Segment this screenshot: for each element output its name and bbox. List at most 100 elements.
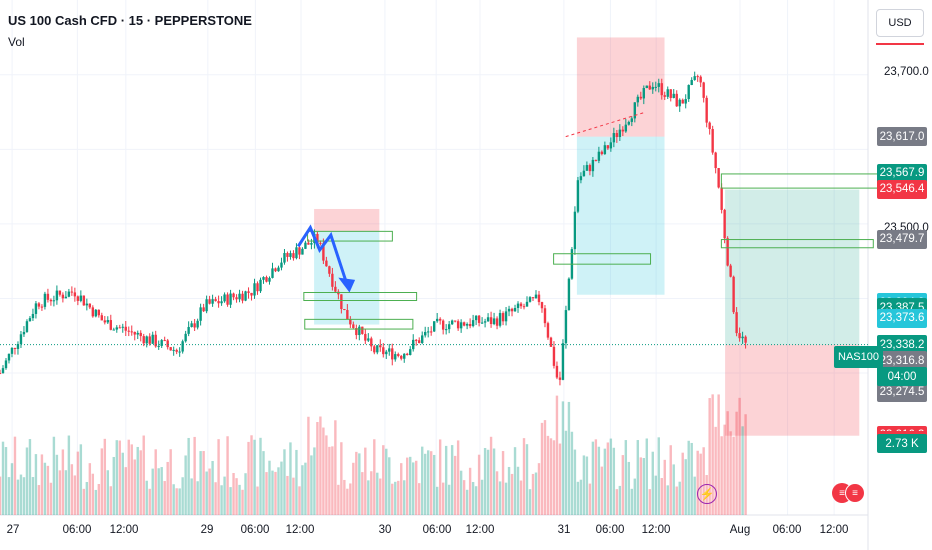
candle-body [28,318,32,322]
candle-body [160,340,163,346]
time-tick: 06:00 [422,524,452,536]
volume-bar [633,478,637,515]
candle-body [112,329,115,331]
volume-bar [364,447,367,515]
candle-body [151,334,154,344]
candle-body [97,309,101,316]
candle-body [139,332,142,337]
volume-bar [346,488,349,515]
volume-bar [450,445,454,515]
volume-bar [76,451,80,515]
candle-body [543,308,547,324]
volume-bar [702,447,705,515]
volume-bar [253,439,256,515]
candle-body [552,346,556,366]
candle-body [361,326,364,334]
volume-bar [585,456,589,515]
time-tick: 29 [200,524,214,536]
volume-bar [94,489,98,515]
volume-bar [145,480,148,515]
us-flag-icon[interactable]: ≡ [845,483,865,503]
projection-line [565,111,647,138]
candle-body [34,303,38,314]
candle-body [175,349,178,352]
candle-body [262,277,265,280]
volume-bar [456,440,460,515]
volume-indicator-label[interactable]: Vol [8,35,25,49]
volume-bar [223,476,226,515]
volume-bar [720,436,723,515]
candle-body [349,319,352,325]
time-tick: 12:00 [285,524,315,536]
candle-body [4,360,8,369]
volume-bar [474,486,478,515]
candle-body [555,365,559,378]
candle-body [421,335,424,344]
volume-bar [373,439,376,515]
candle-body [732,276,735,313]
volume-bar [624,440,628,515]
volume-bar [477,454,481,515]
volume-bar [73,475,77,515]
volume-bar [558,443,562,515]
candle-body [432,321,436,332]
volume-bar [615,489,619,515]
candle-body [492,318,496,325]
volume-bar [648,489,651,515]
candle-body [199,307,202,321]
candle-body [307,242,310,245]
candle-body [540,302,544,309]
volume-bar [570,431,574,515]
volume-bar [723,424,726,515]
volume-bar [43,462,47,515]
volume-bar [400,463,403,515]
volume-bar [486,449,490,515]
target-zone [725,189,860,345]
candle-body [702,82,705,98]
candle-body [528,297,532,302]
volume-bar [361,472,364,515]
volume-bar [492,448,496,515]
candle-body [319,242,322,244]
candle-body [172,349,175,351]
candle-body [462,322,466,326]
candle-body [447,324,451,330]
candle-body [564,310,568,344]
candle-body [304,242,307,249]
candle-body [169,347,172,351]
candle-body [256,283,259,292]
candle-body [483,321,487,323]
volume-bar [675,486,678,515]
volume-bar [435,486,439,515]
volume-bar [403,480,406,515]
countdown-label: 04:00 [877,367,927,386]
candle-body [510,308,514,312]
candle-body [687,85,690,100]
candle-body [729,265,732,277]
candle-body [379,345,382,348]
price-label: 23,546.4 [877,179,927,199]
candle-body [250,292,253,296]
volume-bar [163,481,166,515]
volume-bar [609,438,613,515]
candle-body [741,336,744,339]
candle-body [64,296,68,299]
lightning-icon[interactable]: ⚡ [697,484,717,504]
currency-button[interactable]: USD [876,9,924,37]
volume-bar [238,484,241,515]
candle-body [94,309,98,317]
candle-body [468,324,472,327]
candle-body [49,299,53,302]
candle-body [606,145,610,149]
volume-bar [367,480,370,515]
volume-bar [31,477,35,515]
candle-body [397,354,400,356]
candle-body [253,283,256,296]
volume-bar [513,447,517,515]
candle-body [292,253,295,259]
candle-body [618,129,622,138]
volume-bar [627,461,631,515]
candle-body [271,268,274,278]
candle-body [244,291,247,301]
